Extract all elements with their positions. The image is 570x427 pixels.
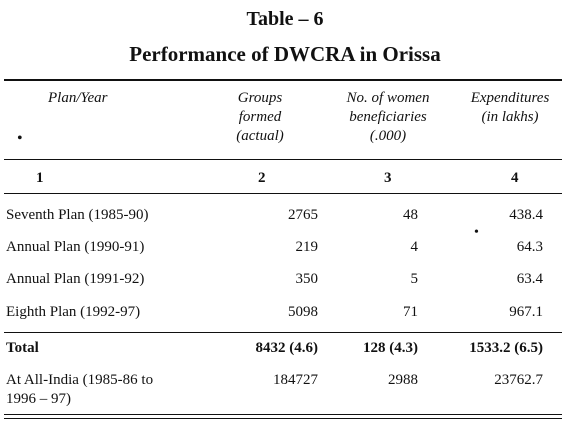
all-india-label-line2: 1996 – 97) [6, 391, 71, 407]
table-title: Performance of DWCRA in Orissa [129, 42, 441, 66]
row-groups: 2765 [288, 207, 318, 223]
header-exp-line1: Expenditures [470, 90, 550, 106]
header-plan-year: Plan/Year [48, 90, 108, 106]
row-groups: 5098 [288, 304, 318, 320]
row-women: 71 [403, 304, 418, 320]
row-groups: 350 [295, 271, 319, 287]
header-women-line1: No. of women [346, 90, 430, 106]
header-groups-line2: formed [238, 109, 282, 125]
row-women: 48 [403, 207, 418, 223]
row-plan: Annual Plan (1991-92) [6, 271, 145, 287]
all-india-label: At All-India (1985-86 to 1996 – 97) [6, 371, 206, 409]
header-rule [4, 159, 562, 160]
column-number-rule [4, 193, 562, 194]
total-label: Total [6, 340, 39, 356]
header-groups: Groups formed (actual) [210, 89, 310, 146]
header-groups-line1: Groups [237, 90, 283, 106]
header-groups-line3: (actual) [236, 128, 284, 144]
all-india-expenditure: 23762.7 [494, 372, 543, 388]
all-india-groups: 184727 [273, 372, 318, 388]
header-exp-line2: (in lakhs) [481, 109, 539, 125]
header-women: No. of women beneficiaries (.000) [318, 89, 458, 146]
header-expenditures: Expenditures (in lakhs) [458, 89, 562, 127]
top-rule [4, 79, 562, 81]
column-number-2: 2 [258, 170, 266, 186]
row-expenditure: 64.3 [516, 239, 543, 255]
all-india-label-line1: At All-India (1985-86 to [6, 372, 154, 388]
all-india-women: 2988 [388, 372, 418, 388]
total-expenditure: 1533.2 (6.5) [469, 340, 543, 356]
row-groups: 219 [295, 239, 319, 255]
header-women-line2: beneficiaries [349, 109, 427, 125]
row-expenditure: 967.1 [509, 304, 543, 320]
bottom-rule [4, 414, 562, 415]
column-number-1: 1 [36, 170, 44, 186]
row-expenditure: 63.4 [516, 271, 543, 287]
header-women-line3: (.000) [369, 128, 407, 144]
row-expenditure: 438.4 [509, 207, 543, 223]
row-women: 5 [410, 271, 419, 287]
table-number: Table – 6 [246, 8, 324, 30]
column-number-3: 3 [384, 170, 392, 186]
row-plan: Eighth Plan (1992-97) [6, 304, 141, 320]
bottom-rule-double [4, 418, 562, 419]
row-women: 4 [410, 239, 419, 255]
row-plan: Annual Plan (1990-91) [6, 239, 145, 255]
stray-dot: • [474, 225, 479, 240]
stray-dot: • [17, 130, 23, 147]
column-number-4: 4 [511, 170, 519, 186]
row-plan: Seventh Plan (1985-90) [6, 207, 149, 223]
total-women: 128 (4.3) [363, 340, 418, 356]
total-rule [4, 332, 562, 333]
total-groups: 8432 (4.6) [255, 340, 319, 356]
